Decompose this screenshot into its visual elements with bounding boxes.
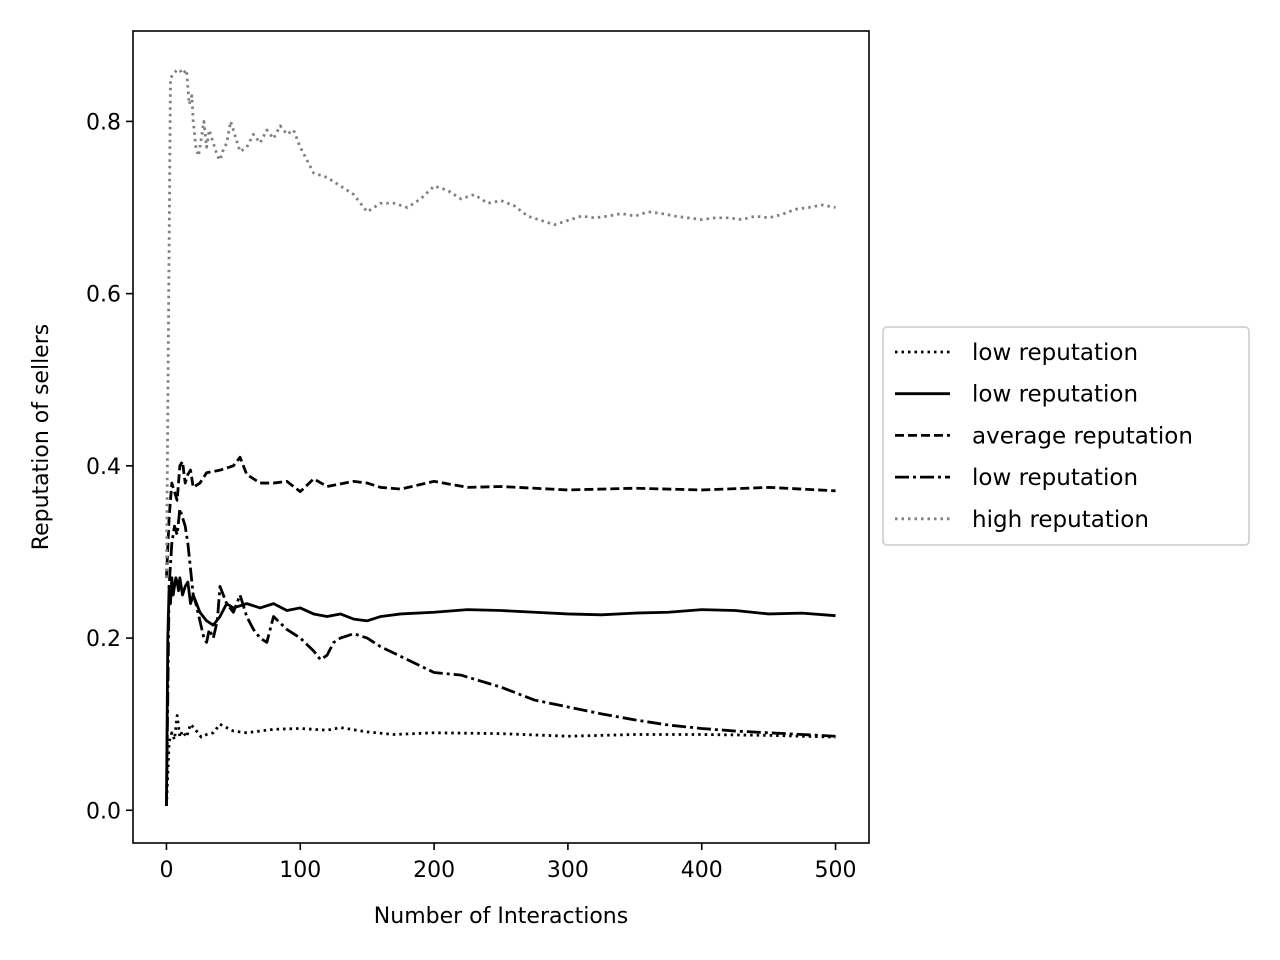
series-line-1 xyxy=(165,714,836,807)
y-axis: 0.0 0.2 0.4 0.6 0.8 xyxy=(86,110,133,824)
legend-label-5: high reputation xyxy=(972,507,1149,533)
y-tick-label: 0.2 xyxy=(86,627,121,652)
y-axis-label: Reputation of sellers xyxy=(29,324,54,550)
plot-frame xyxy=(132,30,870,844)
y-tick-label: 0.8 xyxy=(86,110,121,135)
x-tick-label: 200 xyxy=(413,858,455,883)
x-tick-label: 400 xyxy=(681,858,723,883)
series-line-5 xyxy=(165,68,836,578)
x-axis-label: Number of Interactions xyxy=(374,904,628,929)
y-tick-label: 0.4 xyxy=(86,455,121,480)
legend-box xyxy=(882,326,1250,546)
legend-label-3: average reputation xyxy=(972,423,1193,449)
x-tick-label: 300 xyxy=(547,858,589,883)
series-layer xyxy=(165,68,836,807)
y-tick-label: 0.6 xyxy=(86,283,121,308)
legend-label-4: low reputation xyxy=(972,465,1138,491)
x-tick-label: 500 xyxy=(815,858,857,883)
x-axis: 0 100 200 300 400 500 xyxy=(159,843,857,883)
x-tick-label: 0 xyxy=(159,858,173,883)
y-tick-label: 0.0 xyxy=(86,799,121,824)
legend-label-2: low reputation xyxy=(972,382,1138,408)
series-line-3 xyxy=(165,455,836,578)
x-tick-label: 100 xyxy=(279,858,321,883)
series-line-2 xyxy=(165,576,836,806)
legend: low reputation low reputation average repu… xyxy=(882,326,1250,546)
series-line-4 xyxy=(165,507,836,806)
legend-label-1: low reputation xyxy=(972,340,1138,366)
